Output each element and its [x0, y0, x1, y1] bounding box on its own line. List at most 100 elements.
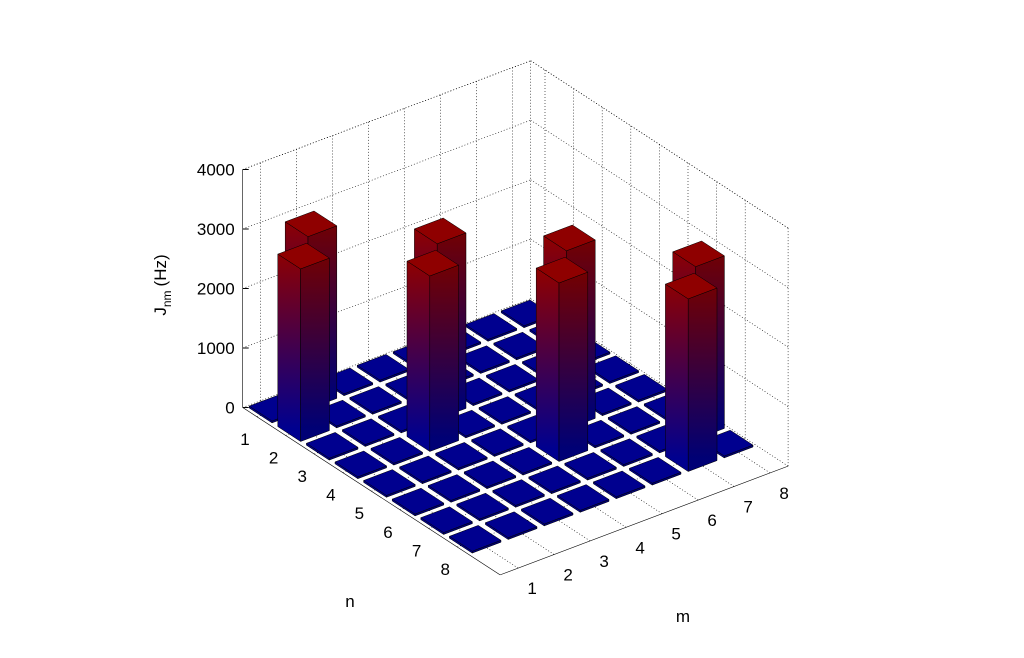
bar-shade — [386, 484, 416, 498]
bar-shade — [344, 382, 373, 396]
bar-shade — [487, 475, 516, 489]
bar — [463, 460, 517, 490]
y-tick-label: 3 — [599, 552, 608, 571]
bar-shade — [380, 369, 409, 383]
box-edge — [530, 60, 789, 229]
bar-top — [592, 470, 646, 498]
bar — [435, 442, 488, 471]
bar-shade — [523, 462, 552, 476]
bar-shade — [623, 453, 653, 467]
bar-top — [456, 492, 509, 520]
bar — [664, 272, 718, 472]
bar — [628, 457, 682, 486]
bar-top — [478, 396, 532, 423]
bars — [248, 210, 754, 554]
y-tick-label: 6 — [707, 511, 716, 530]
bar-top — [499, 447, 553, 474]
z-tick-label: 4000 — [197, 161, 235, 180]
x-tick-label: 6 — [383, 523, 392, 542]
bar-top — [492, 479, 545, 506]
bar-shade — [580, 499, 609, 513]
bar-shade — [451, 489, 480, 503]
bar-shade — [544, 513, 573, 526]
box-edge — [242, 60, 531, 170]
bar-shade — [393, 452, 423, 466]
bar-top — [586, 355, 640, 382]
bar-top — [349, 386, 402, 413]
bar-top — [556, 484, 610, 511]
bar-top — [370, 437, 424, 464]
bar-shade — [422, 470, 452, 484]
x-tick-label: 1 — [240, 430, 249, 449]
bar-shade — [609, 370, 639, 384]
bar-top — [520, 497, 574, 525]
bar-face — [406, 260, 431, 452]
x-tick-label: 3 — [297, 467, 306, 486]
bar — [427, 474, 481, 503]
bar-shade — [501, 411, 531, 425]
bar-shade — [479, 508, 509, 521]
bar-shade — [631, 421, 660, 435]
bar-top — [528, 465, 581, 493]
bar-top — [341, 418, 395, 445]
bar — [341, 418, 395, 447]
z-tick-label: 1000 — [197, 339, 235, 358]
bar — [356, 354, 410, 383]
bar-shade — [429, 265, 459, 452]
bar-shade — [443, 521, 473, 535]
bar-top — [413, 217, 467, 245]
z-label-subscript: nm — [160, 290, 174, 307]
bar-shade — [595, 435, 624, 448]
bar-shade — [602, 402, 632, 416]
bar-shade — [488, 328, 517, 342]
bar — [456, 492, 509, 522]
z-tick-label: 0 — [225, 399, 234, 418]
bar-shade — [372, 401, 402, 415]
bar-face — [277, 253, 301, 442]
bar-top — [664, 272, 718, 300]
bar — [277, 242, 330, 442]
bar — [535, 256, 589, 462]
bar — [420, 506, 473, 535]
x-tick-label: 7 — [412, 541, 421, 560]
x-axis — [242, 407, 501, 576]
bar-top — [305, 432, 359, 459]
bar-shade — [559, 272, 588, 462]
bar-top — [457, 345, 510, 372]
bar-top — [284, 210, 338, 237]
bar — [399, 455, 452, 485]
x-tick-label: 2 — [269, 448, 278, 467]
bar-shade — [515, 494, 545, 508]
bar-top — [391, 487, 445, 515]
bar-shade — [587, 467, 617, 481]
bar-shade — [300, 258, 330, 442]
bar-shade — [458, 457, 488, 471]
bar — [564, 452, 617, 481]
bar-shade — [652, 472, 681, 486]
bar — [484, 511, 538, 540]
bar-top — [543, 224, 596, 252]
bar-shade — [688, 288, 717, 472]
grid-line — [530, 179, 789, 348]
x-axis-label: n — [345, 592, 354, 611]
bar-shade — [494, 443, 524, 457]
bar-top — [600, 438, 653, 465]
bar — [349, 386, 402, 415]
y-tick-label: 7 — [743, 498, 752, 517]
bar — [592, 470, 646, 500]
bar-top — [471, 428, 524, 455]
z-label-unit: (Hz) — [151, 254, 170, 286]
bar — [305, 432, 359, 461]
bar-top — [628, 457, 682, 484]
bar — [556, 484, 610, 513]
bar-top — [448, 525, 502, 552]
y-tick-label: 5 — [671, 525, 680, 544]
bar-shade — [465, 425, 495, 438]
y-tick-label: 4 — [635, 538, 644, 557]
bar — [464, 313, 518, 342]
bar — [471, 428, 524, 457]
bar — [448, 525, 502, 554]
bar-shade — [724, 445, 753, 458]
